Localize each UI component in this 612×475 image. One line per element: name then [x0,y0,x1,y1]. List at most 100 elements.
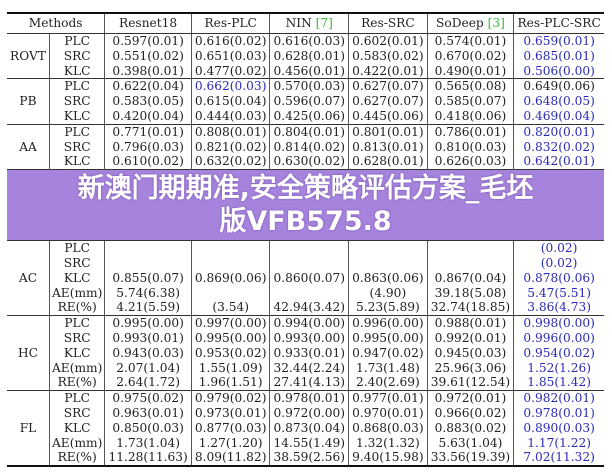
table-row: ROVT PLC 0.597(0.01) 0.616(0.02) 0.616(0.03)… [7,32,604,79]
citation-link[interactable]: [3] [487,16,505,31]
value-cell: 0.626(0.03) [426,154,514,170]
value-cell: 0.821(0.02) [190,139,270,155]
value-cell: 0.651(0.03) [190,48,270,64]
column-header: Res-PLC-SRC [513,13,604,34]
table-row: RE(%) 4.21(5.59) (3.54) 42.94(3.42) 5.23(5.8… [7,300,604,316]
value-cell: 1.27(1.20) [190,435,270,451]
table-row: AA PLC 0.771(0.01) 0.808(0.01) 0.804(0.01) 0.… [7,123,604,170]
column-header: Res-PLC [190,13,270,34]
value-cell: 0.947(0.02) [348,345,428,361]
value-cell: 0.972(0.00) [269,405,349,421]
value-cell: 0.975(0.02) [104,390,192,406]
value-cell: 0.469(0.04) [513,108,604,125]
value-cell: 39.18(5.08) [426,285,514,301]
table-row: RE(%) 2.64(1.72) 1.96(1.51) 27.41(4.13) 2.40… [7,375,604,391]
value-cell [348,255,428,271]
value-cell: 0.993(0.01) [104,330,192,346]
metric-label: RE(%) [48,450,105,467]
value-cell: 0.855(0.07) [104,270,192,286]
value-cell: 0.945(0.03) [426,345,514,361]
value-cell: 4.21(5.59) [104,300,192,316]
value-cell: 7.02(11.32) [513,450,604,467]
value-cell: 0.596(0.07) [269,94,349,109]
table-row: AE(mm) 1.73(1.04) 1.27(1.20) 14.55(1.49) 1.3… [7,435,604,451]
column-header: Resnet18 [104,13,192,34]
value-cell: 0.420(0.04) [104,108,192,125]
value-cell: 0.988(0.01) [426,315,514,331]
metric-label: SRC [48,405,105,421]
value-cell [104,255,192,271]
value-cell: 0.685(0.01) [513,48,604,64]
value-cell: 0.953(0.02) [190,345,270,361]
table-row: KLC 0.610(0.02) 0.632(0.02) 0.630(0.02) 0.62… [7,154,604,170]
table-row: PB PLC 0.622(0.04) 0.662(0.03) 0.570(0.03) 0.… [7,78,604,125]
column-label: Res-PLC-SRC [517,16,601,31]
value-cell: 0.978(0.01) [269,390,349,406]
value-cell: 14.55(1.49) [269,435,349,451]
metric-label: PLC [48,123,105,140]
metric-label: PLC [48,78,105,95]
value-cell: 0.506(0.00) [513,63,604,79]
table-row: KLC 0.398(0.01) 0.477(0.02) 0.456(0.01) 0.42… [7,63,604,79]
metric-label: KLC [48,154,105,170]
value-cell: 0.628(0.01) [269,48,349,64]
value-cell: 33.56(19.39) [426,450,514,467]
value-cell: 0.627(0.07) [348,78,428,95]
metric-label: AE(mm) [48,435,105,451]
value-cell: 0.477(0.02) [190,63,270,79]
value-cell: 0.813(0.01) [348,139,428,155]
value-cell: 0.642(0.01) [513,154,604,170]
value-cell: 0.445(0.06) [348,108,428,125]
value-cell: (3.54) [190,300,270,316]
value-cell: 39.61(12.54) [426,375,514,391]
metric-label: RE(%) [48,300,105,316]
overlay-banner: 新澳门期期准,安全策略评估方案_毛坯 版VFB575.8 [7,169,604,241]
value-cell: (0.02) [513,240,604,256]
value-cell [426,240,514,256]
metric-label: SRC [48,139,105,155]
value-cell: 0.565(0.08) [426,78,514,95]
metric-label: PLC [48,390,105,406]
value-cell: 0.997(0.00) [190,315,270,331]
column-label: NIN [285,16,316,31]
value-cell: 0.996(0.00) [513,330,604,346]
table-row: KLC 0.850(0.03) 0.877(0.03) 0.873(0.04) 0.86… [7,420,604,436]
table-row: AE(mm) 2.07(1.04) 1.55(1.09) 32.44(2.24) 1.7… [7,360,604,376]
value-cell: 0.810(0.03) [426,139,514,155]
value-cell: 0.992(0.01) [426,330,514,346]
table-row: SRC 0.796(0.03) 0.821(0.02) 0.814(0.02) 0.81… [7,139,604,155]
table-row: AC PLC (0.02) [7,240,604,316]
results-table: Methods Resnet18 Res-PLC NIN [7] Res-SRC… [7,12,604,468]
value-cell: 0.616(0.03) [269,32,349,49]
value-cell: 1.52(1.26) [513,360,604,376]
value-cell: 0.873(0.04) [269,420,349,436]
value-cell [269,255,349,271]
value-cell: 0.551(0.02) [104,48,192,64]
metric-label: KLC [48,108,105,125]
value-cell: 0.943(0.03) [104,345,192,361]
value-cell: 0.808(0.01) [190,123,270,140]
value-cell: 0.973(0.01) [190,405,270,421]
value-cell: 0.490(0.01) [426,63,514,79]
metric-label: PLC [48,240,105,256]
value-cell: 1.17(1.22) [513,435,604,451]
citation-link[interactable]: [7] [315,16,333,31]
column-label: SoDeep [436,16,488,31]
value-cell: 0.425(0.06) [269,108,349,125]
value-cell: 0.996(0.00) [348,315,428,331]
value-cell: 0.597(0.01) [104,32,192,49]
value-cell: 32.44(2.24) [269,360,349,376]
value-cell: 0.622(0.04) [104,78,192,95]
value-cell: 0.995(0.00) [104,315,192,331]
value-cell: 0.418(0.06) [426,108,514,125]
value-cell: 0.883(0.02) [426,420,514,436]
methods-header: Methods [7,13,105,34]
table-row: KLC 0.943(0.03) 0.953(0.02) 0.933(0.01) 0.94… [7,345,604,361]
metric-label: SRC [48,330,105,346]
value-cell [190,285,270,301]
value-cell: 1.73(1.04) [104,435,192,451]
value-cell: 3.86(4.73) [513,300,604,316]
value-cell: 9.40(15.98) [348,450,428,467]
metric-label: KLC [48,420,105,436]
metric-label: KLC [48,345,105,361]
